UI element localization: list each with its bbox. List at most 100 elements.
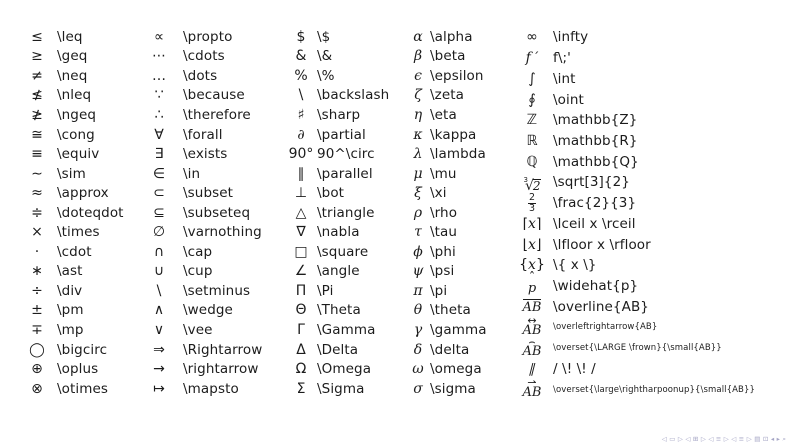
latex-command: \div [57,282,83,299]
latex-command: \parallel [317,165,373,182]
symbol-row: ξ \xi [411,183,487,203]
symbol-row: ∪ \cup [148,262,262,282]
nav-section-icon[interactable]: ≡ [738,434,745,443]
math-symbol: ∞ [526,29,538,46]
latex-command: \omega [430,361,482,378]
symbol-row: AB \overline{AB} [517,296,755,317]
symbol-row: ∨ \vee [148,320,262,340]
symbol-row: · \cdot [25,242,124,262]
nav-slide-icon[interactable]: ▭ [669,434,676,443]
symbol-row: ∓ \mp [25,320,124,340]
symbol-row: ∇ \nabla [286,222,389,242]
symbol-row: → \rightarrow [148,359,262,379]
symbol-row: ⊗ \otimes [25,379,124,399]
math-symbol: ≑ [31,204,43,221]
latex-command: \alpha [430,28,473,45]
math-symbol: ⊕ [31,361,43,378]
nav-forward-icon[interactable]: ▸ [776,434,780,443]
math-symbol: ↦ [153,380,165,397]
nav-subsection-forward-icon[interactable]: ▷ [723,434,729,443]
symbol-row: ≅ \cong [25,125,124,145]
latex-command: \approx [57,185,109,202]
symbol-row: ± \pm [25,301,124,321]
latex-command: \eta [430,106,457,123]
latex-command: \equiv [57,146,100,163]
latex-command: \ngeq [57,106,97,123]
symbol-row: Δ \Delta [286,340,389,360]
nav-subsection-icon[interactable]: ≡ [715,434,722,443]
nav-slide-forward-icon[interactable]: ▷ [677,434,683,443]
symbol-row: ≱ \ngeq [25,105,124,125]
math-symbol: ∝ [153,28,164,45]
math-symbol: κ [413,126,423,143]
nav-back-icon[interactable]: ◂ [770,434,775,443]
latex-command: \geq [57,48,88,65]
symbol-row: ∵ \because [148,86,262,106]
symbol-row: % \% [286,66,389,86]
nav-appendix-icon[interactable]: ⊡ [762,434,769,443]
nav-frame-icon[interactable]: ⊞ [692,434,699,443]
nav-search-icon[interactable]: ⌕ [782,434,786,443]
symbol-row: Θ \Theta [286,301,389,321]
latex-command: \Rightarrow [183,341,263,358]
math-symbol: σ [413,380,423,397]
symbol-row: γ \gamma [411,320,487,340]
symbol-row: ◯ \bigcirc [25,340,124,360]
latex-command: \Pi [317,282,334,299]
symbol-row: … \dots [148,66,262,86]
math-symbol: ↔ AB [522,313,542,338]
symbol-row: ∃ \exists [148,144,262,164]
symbol-row: Γ \Gamma [286,320,389,340]
symbol-row: α \alpha [411,27,487,47]
symbol-row: □ \square [286,242,389,262]
symbol-row: ≑ \doteqdot [25,203,124,223]
symbol-row: ∀ \forall [148,125,262,145]
symbol-row: ⊥ \bot [286,183,389,203]
math-symbol: % [294,67,308,84]
latex-command: \ast [57,263,83,280]
latex-command: \Gamma [317,321,376,338]
latex-command: \Theta [317,302,361,319]
math-symbol: ⊂ [153,185,165,202]
latex-command: f\;' [553,50,571,67]
symbol-row: 90° 90^\circ [286,144,389,164]
symbol-row: ⊂ \subset [148,183,262,203]
latex-command: \beta [430,48,466,65]
nav-section-back-icon[interactable]: ◁ [731,434,737,443]
nav-subsection-back-icon[interactable]: ◁ [708,434,714,443]
nav-frame-back-icon[interactable]: ◁ [685,434,691,443]
math-symbol: ∅ [152,224,166,241]
latex-command: \pm [57,302,84,319]
symbol-row: Π \Pi [286,281,389,301]
symbol-row: κ \kappa [411,125,487,145]
latex-command: \nleq [57,87,92,104]
latex-command: \overset{\LARGE \frown}{\small{AB}} [553,343,722,354]
math-symbol: ⊆ [153,204,165,221]
latex-command: \times [57,224,100,241]
nav-frame-forward-icon[interactable]: ▷ [700,434,706,443]
latex-command: \oint [553,91,584,108]
math-symbol: ⌊x⌋ [522,236,542,253]
latex-command: \frac{2}{3} [553,195,637,212]
nav-section-forward-icon[interactable]: ▷ [746,434,752,443]
latex-command: \Omega [317,361,372,378]
math-symbol: ⊥ [294,185,308,202]
latex-command: \delta [430,341,470,358]
math-symbol: ξ [414,185,422,202]
math-symbol: \ [156,282,162,299]
symbol-row: ∞ \infty [517,27,755,48]
symbol-row: ∝ \propto [148,27,262,47]
latex-command: \sim [57,165,86,182]
latex-command: \widehat{p} [553,277,639,294]
symbol-row: η \eta [411,105,487,125]
latex-command: \angle [317,263,360,280]
latex-command: \sqrt[3]{2} [553,174,630,191]
nav-presentation-icon[interactable]: ▤ [754,434,761,443]
symbol-row: × \times [25,222,124,242]
beamer-navigation-bar: ◁ ▭ ▷ ◁ ⊞ ▷ ◁ ≡ ▷ ◁ ≡ ▷ ▤ ⊡ ◂ ▸ ⌕ [661,434,786,443]
latex-command: \lfloor x \rfloor [553,236,651,253]
symbol-row: μ \mu [411,164,487,184]
latex-command: \zeta [430,87,465,104]
nav-slide-back-icon[interactable]: ◁ [661,434,667,443]
math-symbol: ∂ [297,126,305,143]
